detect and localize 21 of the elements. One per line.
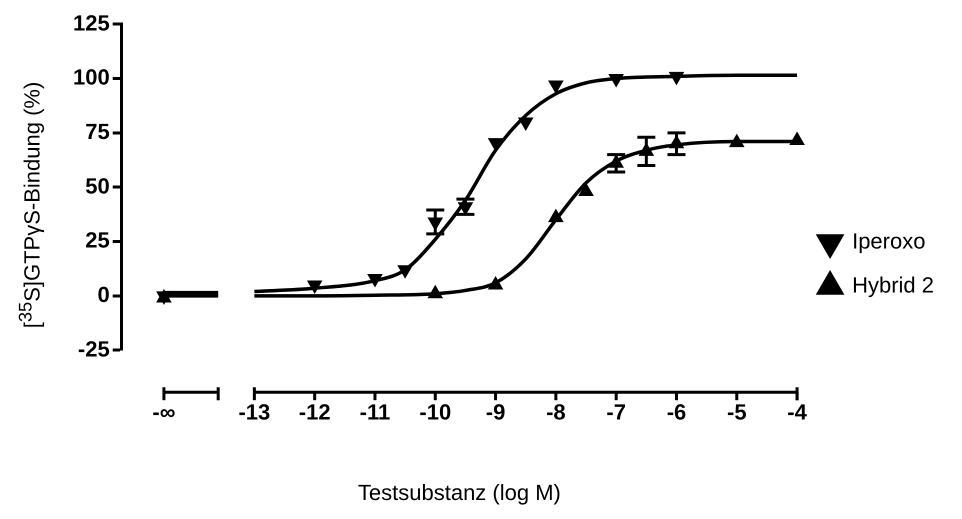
y-tick-label: 100 [72,64,110,90]
x-tick-label: -5 [727,399,747,424]
y-tick-label: 125 [72,10,110,36]
y-tick-label: 75 [85,118,110,144]
y-tick-label: 50 [85,173,110,198]
legend-label: Iperoxo [852,228,926,254]
x-tick-label: -9 [486,399,506,424]
x-tick-label: -11 [360,399,390,424]
y-tick-label: -25 [78,336,110,362]
x-tick-label: -4 [787,399,808,424]
legend-label: Hybrid 2 [852,272,934,298]
x-tick-label: -8 [546,399,566,424]
x-tick-label: -∞ [152,399,176,424]
x-tick-label: -13 [238,399,270,424]
y-tick-label: 0 [97,282,110,307]
y-tick-label: 25 [85,228,110,253]
x-tick-label: -10 [419,399,452,424]
x-tick-label: -12 [298,399,331,424]
x-tick-label: -6 [666,399,686,424]
x-axis-title: Testsubstanz (log M) [358,480,561,505]
x-tick-label: -7 [606,399,626,424]
